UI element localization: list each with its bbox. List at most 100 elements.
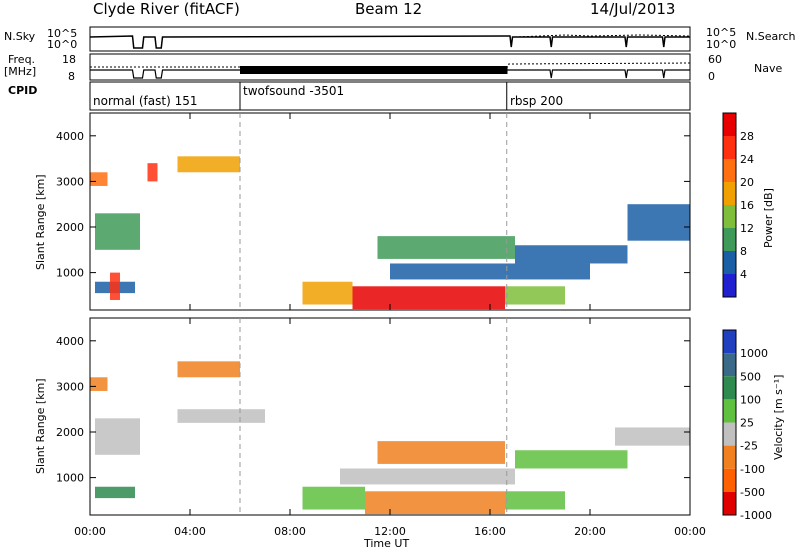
nsearch-trace [514, 34, 691, 38]
y-tick-label: 4000 [56, 130, 84, 143]
colorbar-tick-label: -500 [740, 486, 765, 499]
twofsound-freq-band [240, 66, 508, 74]
nsearch-label: N.Search [746, 30, 796, 43]
nave-tick-bottom: 0 [708, 70, 715, 83]
nave-tick-top: 60 [708, 53, 722, 66]
cpid-segment-normal: normal (fast) 151 [93, 94, 198, 108]
colorbar-frame [722, 112, 737, 298]
colorbar-tick-label: 20 [740, 176, 754, 189]
colorbar-tick-label: 28 [740, 130, 754, 143]
data-region [340, 468, 515, 485]
data-region [147, 163, 158, 182]
freq-tick-bottom: 8 [68, 70, 75, 83]
x-tick-label: 12:00 [374, 525, 406, 538]
colorbar-swatch [723, 376, 736, 400]
data-region [505, 491, 565, 510]
y-tick-label: 2000 [56, 426, 84, 439]
data-region [515, 450, 628, 469]
nsearch-tick-top: 10^5 [706, 26, 737, 39]
data-region [377, 236, 515, 259]
data-region [302, 281, 353, 305]
x-tick-label: 00:00 [74, 525, 106, 538]
y-tick-label: 3000 [56, 175, 84, 188]
colorbar-tick-label: 25 [740, 417, 754, 430]
x-tick-label: 00:00 [674, 525, 706, 538]
colorbar-swatch [723, 491, 736, 515]
nave-label: Nave [754, 62, 783, 75]
y-tick-label: 1000 [56, 472, 84, 485]
colorbar-frame [722, 329, 737, 516]
x-axis-label: Time UT [364, 537, 410, 550]
colorbar-tick-label: 24 [740, 153, 754, 166]
data-region [177, 409, 265, 423]
y-tick-label: 4000 [56, 335, 84, 348]
x-tick-label: 20:00 [574, 525, 606, 538]
colorbar-tick-label: -100 [740, 463, 765, 476]
data-region [95, 418, 140, 455]
x-tick-label: 04:00 [174, 525, 206, 538]
colorbar-swatch [723, 228, 736, 251]
colorbar-swatch [723, 445, 736, 469]
colorbar-tick-label: 8 [740, 245, 747, 258]
colorbar-swatch [723, 353, 736, 377]
data-region [627, 204, 690, 241]
data-region [95, 486, 135, 499]
x-tick-label: 08:00 [274, 525, 306, 538]
data-region [365, 491, 505, 515]
colorbar-swatch [723, 330, 736, 354]
data-region [390, 263, 590, 280]
colorbar-tick-label: 12 [740, 222, 754, 235]
colorbar-swatch [723, 399, 736, 423]
date-title: 14/Jul/2013 [590, 0, 676, 18]
freq-tick-top: 18 [62, 53, 76, 66]
data-region [95, 213, 140, 250]
y-tick-label: 2000 [56, 221, 84, 234]
colorbar-swatch [723, 159, 736, 182]
plot-frame [89, 112, 691, 311]
colorbar-tick-label: 100 [740, 393, 761, 406]
data-region [90, 377, 108, 391]
colorbar-tick-label: -1000 [740, 509, 772, 522]
freq-label-2: [MHz] [4, 65, 37, 78]
power-panel: 1000 2000 3000 4000 4 8 12 16 20 24 28 [56, 112, 754, 311]
y-tick-label: 1000 [56, 267, 84, 280]
colorbar-tick-label: 4 [740, 268, 747, 281]
data-region [615, 427, 690, 446]
cpid-panel [89, 81, 691, 111]
y-tick-label: 3000 [56, 380, 84, 393]
cpid-label: CPID [8, 84, 38, 97]
cpid-segment-twofsound: twofsound -3501 [243, 84, 345, 98]
data-region [377, 441, 505, 464]
colorbar-tick-label: 500 [740, 370, 761, 383]
freq-label-1: Freq. [8, 53, 36, 66]
velocity-panel: 1000 2000 3000 4000 00:00 04:00 08:00 12:00 16:0… [56, 317, 772, 538]
colorbar-swatch [723, 113, 736, 136]
colorbar-tick-label: -25 [740, 440, 758, 453]
nsky-panel [89, 26, 691, 52]
colorbar-swatch [723, 251, 736, 274]
cpid-segment-rbsp: rbsp 200 [510, 94, 564, 108]
nsky-label: N.Sky [4, 30, 36, 43]
nsky-tick-bottom: 10^0 [47, 38, 78, 51]
colorbar-swatch [723, 205, 736, 228]
colorbar-tick-label: 16 [740, 199, 754, 212]
colorbar-swatch [723, 468, 736, 492]
nsearch-tick-bottom: 10^0 [706, 38, 737, 51]
data-region [302, 486, 365, 510]
data-region [505, 286, 565, 305]
x-tick-label: 16:00 [474, 525, 506, 538]
data-region [352, 286, 505, 310]
colorbar-swatch [723, 182, 736, 205]
data-region [177, 156, 240, 173]
data-region [177, 361, 240, 378]
colorbar-swatch [723, 136, 736, 159]
colorbar-swatch [723, 274, 736, 297]
nsky-trace [89, 35, 690, 49]
colorbar-swatch [723, 422, 736, 446]
data-region [110, 272, 120, 300]
nsky-tick-top: 10^5 [47, 27, 78, 40]
beam-title: Beam 12 [355, 0, 423, 18]
colorbar-tick-label: 1000 [740, 347, 768, 360]
data-region [515, 245, 628, 264]
data-region [90, 172, 108, 186]
